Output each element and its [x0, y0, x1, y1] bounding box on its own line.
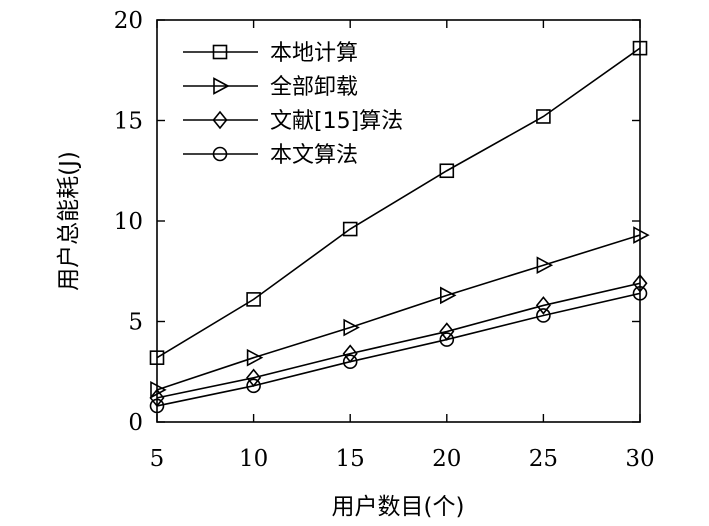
- data-point: [343, 318, 360, 337]
- series-4: [149, 286, 648, 414]
- data-point: [150, 381, 167, 399]
- legend-marker: [213, 77, 230, 95]
- data-point: [633, 226, 650, 244]
- y-tick-label: 10: [114, 209, 143, 235]
- y-tick-label: 15: [114, 109, 143, 135]
- data-point: [632, 286, 648, 301]
- series-line: [156, 282, 641, 399]
- plot-frame: [156, 19, 641, 423]
- y-tick-label: 20: [114, 8, 143, 34]
- data-point: [632, 274, 648, 293]
- legend-label: 全部卸载: [270, 75, 358, 100]
- series-1: [149, 40, 648, 365]
- legend-label: 文献[15]算法: [270, 109, 403, 134]
- y-tick-label: 5: [128, 310, 143, 336]
- data-point: [439, 286, 457, 305]
- data-point: [342, 221, 358, 237]
- legend-marker: [212, 146, 228, 162]
- data-point: [246, 378, 261, 394]
- x-tick-label: 25: [529, 446, 558, 472]
- legend-item: 文献[15]算法: [183, 109, 403, 134]
- legend-marker: [212, 44, 228, 60]
- series-2: [150, 226, 650, 399]
- y-axis-title: 用户总能耗(J): [56, 151, 82, 291]
- x-tick-label: 15: [336, 446, 365, 472]
- series-3: [149, 274, 648, 408]
- data-point: [536, 256, 554, 275]
- data-point: [246, 292, 261, 307]
- legend-item: 本文算法: [183, 143, 358, 168]
- data-point: [536, 308, 551, 323]
- x-tick-label: 30: [625, 446, 654, 472]
- legend-item: 本地计算: [183, 41, 358, 66]
- data-point: [439, 332, 455, 347]
- series-layer: [149, 40, 650, 414]
- legend-label: 本地计算: [270, 41, 358, 66]
- data-point: [439, 163, 455, 179]
- data-point: [535, 296, 551, 315]
- x-axis-title: 用户数目(个): [332, 494, 465, 520]
- data-point: [536, 109, 551, 124]
- series-line: [156, 292, 641, 407]
- y-tick-label: 0: [128, 410, 143, 436]
- legend-item: 全部卸载: [183, 75, 358, 100]
- x-tick-label: 20: [432, 446, 461, 472]
- series-line: [156, 234, 641, 391]
- x-tick-label: 10: [239, 446, 268, 472]
- x-tick-label: 5: [150, 446, 165, 472]
- series-line: [156, 47, 641, 359]
- data-point: [149, 350, 165, 365]
- legend-marker: [212, 110, 228, 130]
- data-point: [342, 354, 358, 370]
- data-point: [149, 398, 165, 414]
- legend-label: 本文算法: [270, 143, 358, 168]
- data-point: [246, 348, 264, 367]
- data-point: [632, 40, 648, 56]
